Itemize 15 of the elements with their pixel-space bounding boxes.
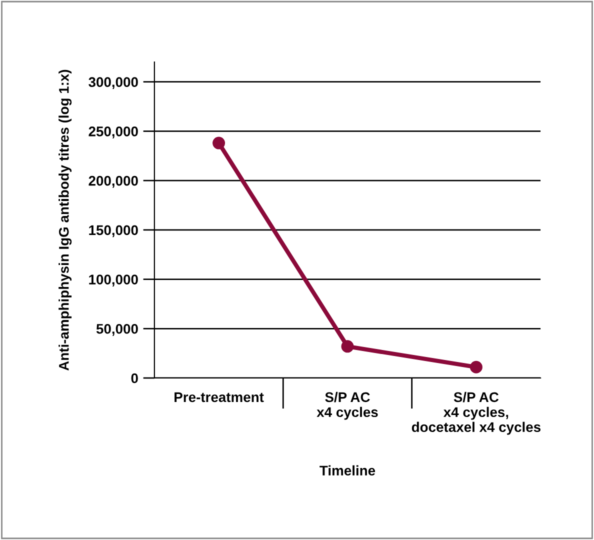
y-tick-label: 150,000 [89,225,138,238]
y-axis-title: Anti-amphiphysin IgG antibody titres (log 1:x) [58,70,72,371]
point [341,340,354,353]
y-tick-label: 250,000 [88,126,138,138]
y-tick-label: 0 [131,373,138,384]
y-tick-label: 50,000 [96,324,138,336]
point [470,360,482,374]
x-tick-label: S/P AC x4 cycles [316,392,378,420]
x-axis-title: Timeline [320,465,376,476]
y-tick-label: 100,000 [89,274,138,286]
point [212,136,226,150]
y-tick-label: 200,000 [88,176,138,188]
x-tick-label: S/P AC x4 cycles, docetaxel x4 cycles [412,392,540,435]
y-tick-label: 300,000 [88,77,138,90]
x-tick-label: Pre-treatment [174,392,264,402]
